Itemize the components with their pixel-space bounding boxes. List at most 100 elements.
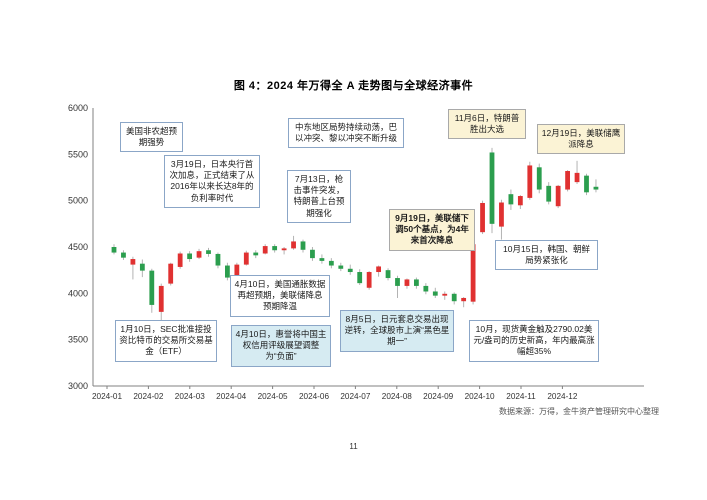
candle-week-37 <box>451 292 457 305</box>
candle-body <box>149 270 155 305</box>
event-annotation-mideast-conflict: 中东地区局势持续动荡，巴以冲突、黎以冲突不断升级 <box>288 118 404 149</box>
candle-body <box>206 250 211 254</box>
event-annotation-fed-50bp-cut: 9月19日，美联储下调50个基点，为4年来首次降息 <box>389 209 475 251</box>
candle-week-45 <box>527 161 533 200</box>
candle-week-2 <box>121 250 126 260</box>
candle-week-26 <box>347 264 353 275</box>
candle-body <box>574 172 580 183</box>
chart-title: 图 4：2024 年万得全 A 走势图与全球经济事件 <box>233 80 474 92</box>
candle-body <box>584 175 589 193</box>
candle-week-32 <box>404 278 410 289</box>
candle-body <box>442 293 448 296</box>
page-number: 11 <box>349 442 358 451</box>
candle-week-52 <box>593 179 599 193</box>
y-tick-label: 4000 <box>68 288 88 298</box>
candle-body <box>281 248 287 251</box>
event-annotation-fitch-outlook: 4月10日，惠誉将中国主权信用评级展望调整为“负面” <box>231 325 331 367</box>
candle-body <box>376 266 381 273</box>
candle-body <box>253 252 259 256</box>
x-tick-label: 2024-04 <box>216 392 246 401</box>
candle-week-29 <box>376 265 381 277</box>
candle-week-41 <box>489 147 495 234</box>
candle-body <box>328 260 334 266</box>
candle-week-8 <box>177 251 183 269</box>
candle-body <box>310 249 315 259</box>
candle-body <box>196 251 202 258</box>
candle-body <box>272 246 278 251</box>
x-tick-label: 2024-05 <box>258 392 288 401</box>
candle-week-40 <box>480 200 485 235</box>
candle-week-10 <box>196 248 202 260</box>
candle-body <box>158 285 164 312</box>
candle-week-6 <box>158 283 164 326</box>
candle-week-19 <box>281 247 287 255</box>
candle-week-24 <box>328 258 334 269</box>
candle-week-48 <box>555 184 561 209</box>
candle-week-15 <box>243 250 249 266</box>
candle-week-38 <box>461 297 467 308</box>
x-tick-label: 2024-11 <box>506 392 536 401</box>
candle-week-13 <box>225 262 230 281</box>
candle-week-25 <box>338 262 344 272</box>
event-annotation-us-nfp: 美国非农超预期强势 <box>120 122 183 153</box>
data-source-note: 数据来源：万得，金牛资产管理研究中心整理 <box>499 407 659 416</box>
candle-week-22 <box>310 247 315 261</box>
candle-body <box>404 279 410 286</box>
candle-week-17 <box>262 244 268 255</box>
event-annotation-sec-btc-etf: 1月10日，SEC批准接投资比特币的交易所交易基金（ETF） <box>115 320 217 362</box>
candle-body <box>508 194 514 205</box>
candle-body <box>470 244 476 302</box>
candle-body <box>499 202 504 227</box>
candle-body <box>338 265 344 269</box>
candle-week-5 <box>149 268 155 313</box>
candle-week-7 <box>168 262 174 286</box>
y-tick-label: 3000 <box>68 381 88 391</box>
candle-week-31 <box>395 275 400 298</box>
candle-week-4 <box>139 259 145 278</box>
candle-body <box>385 270 391 279</box>
candle-week-47 <box>546 182 552 205</box>
event-annotation-fed-hawkish-cut: 12月19日，美联储鹰派降息 <box>537 124 625 155</box>
candle-body <box>319 258 325 261</box>
candle-week-27 <box>357 269 363 285</box>
x-tick-label: 2024-10 <box>465 392 495 401</box>
candle-week-20 <box>291 235 296 250</box>
event-annotation-yen-carry-trade: 8月5日，日元套息交易出现逆转，全球股市上演“黑色星期一” <box>340 310 454 352</box>
candle-body <box>432 291 438 296</box>
candle-body <box>366 272 372 288</box>
candle-week-39 <box>470 240 476 305</box>
candle-week-9 <box>187 251 192 262</box>
candle-body <box>357 272 363 284</box>
candle-body <box>555 185 561 207</box>
candle-body <box>395 278 400 286</box>
event-annotation-us-cpi-surprise: 4月10日，美国通胀数据再超预期，美联储降息预期降温 <box>230 275 330 317</box>
event-annotation-korea-tension: 10月15日，韩国、朝鲜局势紧张化 <box>495 240 598 271</box>
x-tick-label: 2024-07 <box>340 392 370 401</box>
candle-week-28 <box>366 271 372 290</box>
candle-week-30 <box>385 268 391 281</box>
candle-body <box>243 252 249 265</box>
candle-week-50 <box>574 160 580 184</box>
candle-week-18 <box>272 244 278 253</box>
candle-body <box>414 279 419 286</box>
candle-body <box>130 259 136 265</box>
candle-body <box>168 263 174 284</box>
y-tick-label: 3500 <box>68 335 88 345</box>
candle-body <box>234 264 240 278</box>
candle-week-46 <box>536 163 542 194</box>
y-tick-label: 5000 <box>68 196 88 206</box>
candle-week-11 <box>206 247 211 257</box>
candle-body <box>423 285 429 292</box>
candle-week-16 <box>253 250 259 259</box>
candle-week-34 <box>423 283 429 295</box>
x-tick-label: 2024-08 <box>382 392 412 401</box>
candle-body <box>517 196 523 206</box>
candle-week-33 <box>414 277 419 289</box>
candle-body <box>527 165 533 198</box>
candle-week-42 <box>499 199 504 240</box>
candle-body <box>215 253 221 266</box>
candle-body <box>593 186 599 190</box>
candle-body <box>461 297 467 302</box>
event-annotation-trump-election-win: 11月6日，特朗普胜出大选 <box>448 109 526 140</box>
